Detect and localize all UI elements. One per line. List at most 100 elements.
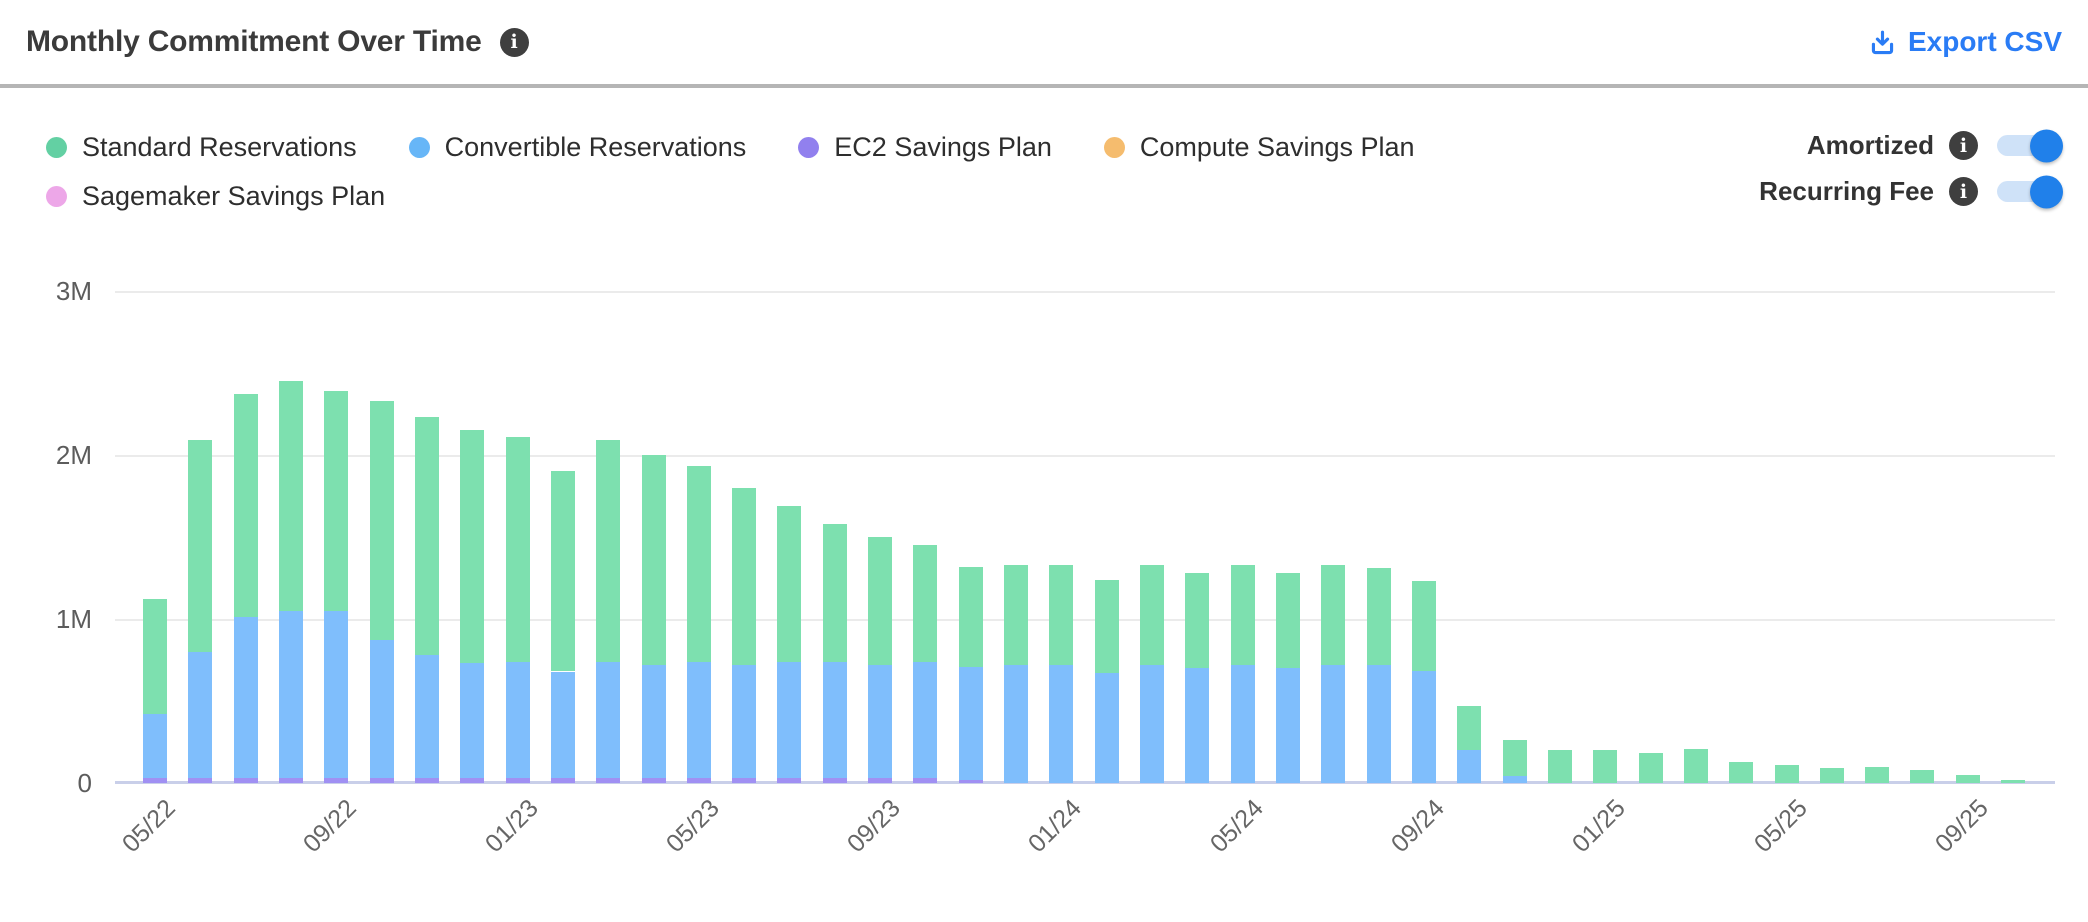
bar-segment[interactable] (2001, 779, 2026, 783)
bar-segment[interactable] (414, 778, 439, 783)
bar-segment[interactable] (1729, 761, 1754, 783)
bar-segment[interactable] (1774, 764, 1799, 783)
bar-segment[interactable] (1366, 568, 1391, 665)
bar-segment[interactable] (324, 391, 349, 611)
bar-segment[interactable] (233, 394, 258, 618)
bar-segment[interactable] (641, 455, 666, 665)
bar-segment[interactable] (1094, 673, 1119, 783)
bar-segment[interactable] (324, 778, 349, 783)
bar-segment[interactable] (913, 661, 938, 779)
legend-item-standard-reservations[interactable]: Standard Reservations (46, 132, 357, 163)
bar-segment[interactable] (732, 487, 757, 665)
bar-segment[interactable] (1004, 564, 1029, 665)
bar-segment[interactable] (1185, 573, 1210, 669)
bar-segment[interactable] (1140, 664, 1165, 783)
bar-segment[interactable] (1276, 573, 1300, 669)
bar-segment[interactable] (913, 545, 938, 662)
toggle-switch-amortized[interactable] (1997, 129, 2063, 162)
bar-segment[interactable] (596, 440, 621, 662)
bar-segment[interactable] (460, 430, 485, 664)
bar-segment[interactable] (1502, 776, 1527, 783)
bar-segment[interactable] (1457, 750, 1482, 783)
bar-segment[interactable] (1683, 748, 1708, 783)
bar-segment[interactable] (505, 778, 530, 783)
bar-segment[interactable] (324, 610, 349, 779)
bar-segment[interactable] (958, 566, 983, 667)
bar-segment[interactable] (1638, 753, 1663, 783)
bar-segment[interactable] (868, 778, 893, 783)
bar-segment[interactable] (1321, 564, 1346, 665)
bar-segment[interactable] (1865, 766, 1890, 783)
bar-segment[interactable] (1140, 564, 1165, 665)
bar-segment[interactable] (1502, 740, 1527, 777)
bar-segment[interactable] (777, 505, 802, 662)
bar-segment[interactable] (1094, 579, 1119, 674)
bar-segment[interactable] (369, 778, 394, 783)
legend-item-ec2-savings-plan[interactable]: EC2 Savings Plan (798, 132, 1052, 163)
bar-segment[interactable] (1366, 664, 1391, 783)
bar-segment[interactable] (822, 661, 847, 779)
bar-segment[interactable] (143, 778, 167, 783)
bar-segment[interactable] (414, 417, 439, 656)
bar-segment[interactable] (686, 466, 711, 662)
bar-segment[interactable] (188, 778, 213, 783)
bar-segment[interactable] (1004, 664, 1029, 783)
bar-segment[interactable] (1411, 671, 1436, 783)
bar-segment[interactable] (233, 617, 258, 779)
bar-segment[interactable] (1230, 664, 1255, 783)
bar-segment[interactable] (550, 778, 575, 783)
bar-segment[interactable] (460, 663, 485, 779)
bar-segment[interactable] (550, 471, 575, 672)
bar-segment[interactable] (188, 440, 213, 652)
bar-segment[interactable] (278, 610, 303, 779)
bar-segment[interactable] (958, 779, 983, 783)
bar-segment[interactable] (1819, 768, 1844, 783)
bar-segment[interactable] (641, 664, 666, 779)
legend-item-convertible-reservations[interactable]: Convertible Reservations (408, 132, 746, 163)
legend-item-compute-savings-plan[interactable]: Compute Savings Plan (1103, 132, 1415, 163)
bar-segment[interactable] (596, 778, 621, 783)
bar-segment[interactable] (868, 664, 893, 779)
bar-segment[interactable] (1230, 564, 1255, 665)
bar-segment[interactable] (143, 714, 167, 779)
bar-segment[interactable] (732, 664, 757, 779)
legend-item-sagemaker-savings-plan[interactable]: Sagemaker Savings Plan (46, 181, 385, 212)
title-info-icon[interactable]: i (499, 27, 529, 57)
bar-segment[interactable] (822, 778, 847, 783)
bar-segment[interactable] (369, 400, 394, 641)
bar-segment[interactable] (1955, 774, 1980, 783)
bar-segment[interactable] (1457, 705, 1482, 751)
bar-segment[interactable] (233, 778, 258, 783)
bar-segment[interactable] (278, 381, 303, 611)
bar-segment[interactable] (686, 661, 711, 779)
bar-segment[interactable] (686, 778, 711, 783)
bar-segment[interactable] (143, 599, 167, 715)
export-csv-button[interactable]: Export CSV (1868, 26, 2062, 58)
bar-segment[interactable] (732, 778, 757, 783)
info-icon[interactable]: i (1949, 131, 1978, 160)
bar-segment[interactable] (505, 661, 530, 779)
bar-segment[interactable] (369, 640, 394, 779)
toggle-switch-recurring-fee[interactable] (1997, 175, 2063, 208)
bar-segment[interactable] (1593, 750, 1618, 783)
bar-segment[interactable] (596, 661, 621, 779)
bar-segment[interactable] (822, 523, 847, 662)
bar-segment[interactable] (777, 661, 802, 779)
bar-segment[interactable] (1411, 581, 1436, 672)
bar-segment[interactable] (188, 651, 213, 779)
bar-segment[interactable] (1547, 750, 1572, 783)
bar-segment[interactable] (505, 436, 530, 662)
bar-segment[interactable] (777, 778, 802, 783)
bar-segment[interactable] (1276, 668, 1300, 783)
bar-segment[interactable] (278, 778, 303, 783)
bar-segment[interactable] (460, 778, 485, 783)
bar-segment[interactable] (1049, 664, 1074, 783)
bar-segment[interactable] (1321, 664, 1346, 783)
bar-segment[interactable] (1185, 668, 1210, 783)
bar-segment[interactable] (1910, 769, 1935, 783)
bar-segment[interactable] (550, 671, 575, 779)
bar-segment[interactable] (913, 778, 938, 783)
bar-segment[interactable] (414, 655, 439, 779)
bar-segment[interactable] (868, 537, 893, 665)
bar-segment[interactable] (641, 778, 666, 783)
